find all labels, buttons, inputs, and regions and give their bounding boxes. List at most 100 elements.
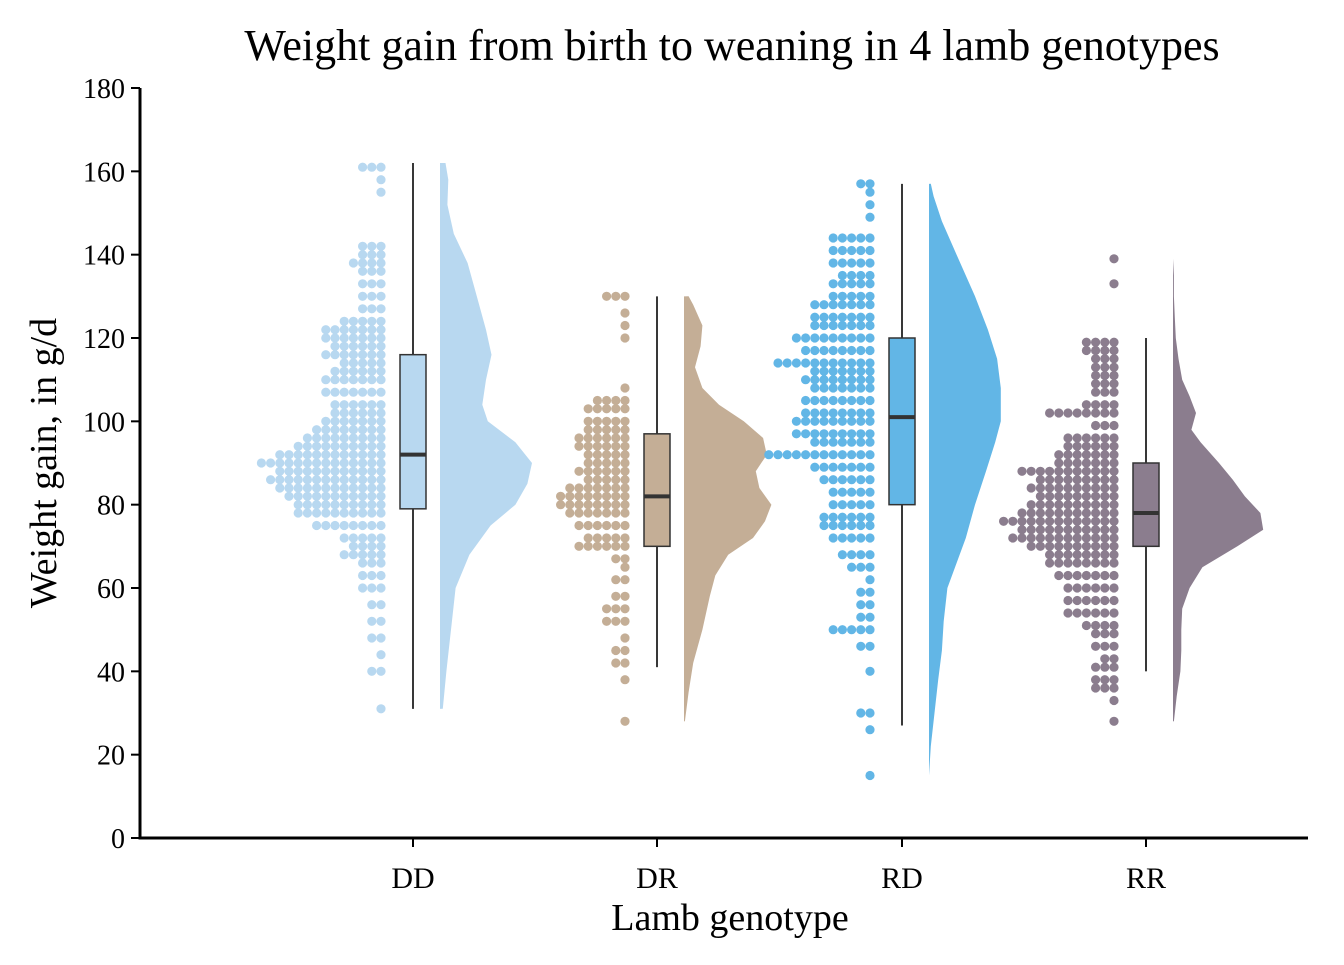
data-point-rr	[1081, 595, 1091, 606]
x-tick-label: RR	[1126, 862, 1166, 895]
data-point-dr	[611, 433, 621, 443]
data-point-rd	[847, 233, 857, 243]
data-point-rd	[856, 179, 866, 189]
data-point-dd	[358, 541, 368, 551]
data-point-dd	[367, 600, 377, 610]
data-point-rd	[828, 462, 838, 472]
data-point-dd	[367, 400, 377, 410]
data-point-dd	[339, 400, 349, 410]
data-point-rr	[1063, 500, 1073, 510]
data-point-dd	[348, 441, 358, 451]
data-point-rr	[1109, 379, 1119, 389]
data-point-rr	[1109, 662, 1119, 672]
data-point-dd	[358, 279, 368, 289]
data-point-dd	[348, 450, 358, 460]
data-point-rd	[828, 408, 838, 418]
data-point-rd	[828, 245, 838, 256]
data-point-rr	[1109, 683, 1119, 693]
data-point-rr	[1091, 558, 1101, 568]
data-point-rr	[1045, 541, 1055, 551]
data-point-rd	[819, 312, 829, 322]
data-point-rd	[865, 375, 875, 385]
data-point-rr	[1091, 483, 1101, 493]
data-point-dd	[376, 358, 386, 368]
data-point-rr	[1054, 450, 1064, 460]
density-dr	[684, 296, 772, 722]
data-point-rd	[856, 562, 866, 572]
data-point-rr	[1063, 483, 1073, 493]
data-point-rr	[1100, 466, 1110, 476]
data-point-rd	[847, 550, 857, 560]
data-point-rr	[1063, 458, 1073, 468]
data-point-dd	[256, 458, 266, 468]
data-point-rr	[1100, 533, 1110, 543]
data-point-dr	[620, 554, 630, 564]
data-point-rr	[1109, 620, 1119, 631]
data-point-dd	[376, 433, 386, 443]
data-point-rr	[1008, 516, 1018, 526]
data-point-rd	[847, 533, 857, 543]
data-point-rr	[1081, 516, 1091, 526]
data-point-dr	[574, 500, 584, 510]
data-point-rr	[1109, 441, 1119, 451]
data-point-rd	[782, 358, 792, 368]
data-point-dr	[583, 458, 593, 468]
data-point-rr	[1081, 400, 1091, 410]
data-point-rd	[819, 375, 829, 385]
data-point-dd	[275, 458, 285, 468]
data-point-rr	[1100, 608, 1110, 618]
data-point-dd	[358, 266, 368, 276]
data-point-rr	[1109, 500, 1119, 510]
data-point-rd	[810, 320, 820, 331]
data-point-rr	[1100, 400, 1110, 410]
data-point-dd	[358, 241, 368, 251]
data-point-rr	[1063, 475, 1073, 485]
data-point-rd	[810, 383, 820, 393]
data-point-dd	[367, 266, 377, 276]
data-point-dd	[321, 450, 331, 460]
data-point-rr	[1109, 508, 1119, 518]
data-point-rr	[1091, 420, 1101, 431]
data-point-dd	[321, 475, 331, 485]
data-point-dr	[620, 616, 630, 626]
data-point-dr	[611, 395, 621, 406]
data-point-rd	[837, 366, 848, 376]
data-point-dd	[348, 333, 358, 343]
data-point-dr	[592, 483, 603, 493]
data-point-dd	[321, 425, 331, 435]
data-point-dr	[611, 533, 621, 543]
data-point-rr	[1091, 466, 1101, 476]
data-point-rr	[1017, 466, 1027, 476]
data-point-dd	[348, 550, 358, 560]
data-point-dr	[620, 533, 630, 543]
data-point-rd	[847, 500, 857, 510]
data-point-dd	[339, 508, 349, 518]
data-point-rd	[837, 512, 848, 522]
data-point-dd	[367, 341, 377, 351]
data-point-rd	[837, 462, 848, 472]
data-point-rr	[1072, 533, 1082, 543]
data-point-dd	[348, 366, 358, 376]
data-point-dd	[275, 475, 285, 485]
data-point-dd	[376, 704, 386, 714]
data-point-rr	[1063, 533, 1073, 543]
data-point-rr	[1063, 408, 1073, 418]
data-point-dd	[367, 441, 377, 451]
data-point-dd	[367, 250, 377, 260]
data-point-rd	[828, 320, 838, 331]
data-point-rd	[865, 512, 875, 522]
data-point-dr	[574, 483, 584, 493]
data-point-rr	[1109, 550, 1119, 560]
data-point-rr	[1109, 483, 1119, 493]
data-point-dr	[592, 416, 603, 426]
data-point-rr	[1100, 641, 1110, 651]
data-point-rd	[847, 345, 857, 356]
data-point-dd	[275, 483, 285, 493]
data-point-rd	[856, 625, 866, 635]
data-point-dd	[348, 433, 358, 443]
data-point-rr	[1026, 533, 1036, 543]
data-point-rr	[1072, 441, 1082, 451]
data-point-rd	[865, 429, 875, 439]
data-point-rd	[828, 233, 838, 243]
data-point-rd	[828, 358, 838, 368]
